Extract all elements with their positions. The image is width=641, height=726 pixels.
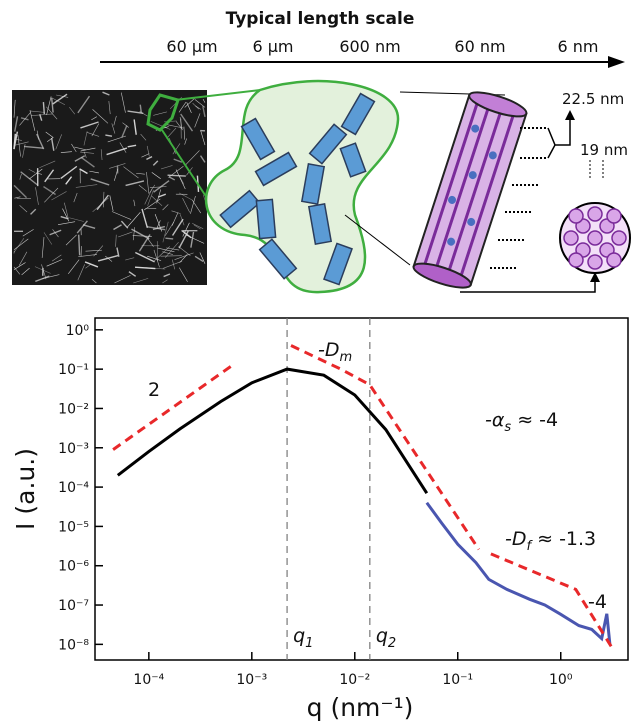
x-axis-label: q (nm⁻¹) [307, 693, 414, 722]
marker-text: q [376, 625, 388, 647]
annotation: -Dm [318, 339, 352, 365]
y-tick-label: 10⁻⁶ [58, 559, 89, 575]
annotation-text: -D [505, 528, 527, 550]
y-tick-label: 10⁻⁵ [58, 519, 89, 535]
scale-title: Typical length scale [226, 9, 415, 29]
annotation-text: 2 [148, 379, 160, 401]
annotation-text: -4 [588, 591, 607, 613]
annotation-sub: s [504, 420, 511, 435]
annotation-sub: m [340, 350, 353, 365]
dimension-label: 22.5 nm [562, 90, 624, 108]
y-tick-label: 10⁻¹ [58, 362, 89, 378]
x-tick-label: 10⁰ [549, 672, 573, 688]
cylinders [219, 92, 376, 286]
spacing-lines [490, 127, 548, 269]
annotation-sub: f [527, 539, 534, 554]
y-tick-label: 10⁻⁸ [58, 637, 89, 653]
annotation: 2 [148, 379, 160, 401]
scale-label: 60 µm [166, 37, 217, 56]
annotation: -Df ≈ -1.3 [505, 528, 596, 554]
series-line [112, 344, 615, 650]
pointer [460, 280, 596, 293]
annotation: -4 [588, 591, 607, 613]
zoom-region [146, 93, 180, 132]
marker-label: q2 [376, 625, 396, 651]
x-tick-label: 10⁻³ [236, 672, 267, 688]
x-tick-label: 10⁻¹ [442, 672, 473, 688]
cluster-blob [204, 79, 400, 294]
sem-texture [13, 91, 206, 284]
scale-label: 600 nm [339, 37, 400, 56]
y-tick-label: 10⁻² [58, 401, 89, 417]
zoom-line [174, 89, 261, 101]
annotation-after: ≈ -1.3 [531, 528, 596, 550]
arrow-head [565, 110, 575, 120]
y-tick-label: 10⁻⁷ [58, 598, 89, 614]
dimension-label: 19 nm [580, 141, 628, 159]
annotation-after: ≈ -4 [511, 409, 558, 431]
y-axis-label: I (a.u.) [11, 448, 40, 530]
scale-label: 6 nm [558, 37, 599, 56]
annotation-text: -α [485, 409, 505, 431]
cross-section-fibrils [563, 206, 627, 270]
arrow-head [590, 272, 600, 282]
series-line [425, 501, 612, 645]
plot-frame [94, 317, 629, 661]
series-line [116, 367, 429, 495]
scale-label: 60 nm [454, 37, 505, 56]
bracket [547, 118, 571, 159]
fibril [412, 91, 528, 289]
width-lines [589, 160, 604, 180]
y-tick-label: 10⁻⁴ [58, 480, 89, 496]
y-tick-label: 10⁰ [66, 323, 90, 339]
marker-text: q [293, 625, 305, 647]
marker-label: q1 [293, 625, 313, 651]
marker-sub: 1 [305, 636, 313, 651]
scale-arrow-head [608, 56, 625, 68]
annotation-text: -D [318, 339, 340, 361]
x-tick-label: 10⁻⁴ [133, 672, 164, 688]
marker-sub: 2 [388, 636, 396, 651]
y-tick-label: 10⁻³ [58, 441, 89, 457]
scale-labels: 60 µm 6 µm 600 nm 60 nm 6 nm [166, 37, 598, 56]
zoom-line [344, 214, 411, 266]
annotation: -αs ≈ -4 [485, 409, 558, 435]
chart: 10⁻⁴ 10⁻³ 10⁻² 10⁻¹ 10⁰ 10⁰ 10⁻¹ 10⁻² 10⁻³ 10⁻⁴ 10… [58, 318, 615, 688]
x-tick-label: 10⁻² [339, 672, 370, 688]
scale-label: 6 µm [252, 37, 293, 56]
